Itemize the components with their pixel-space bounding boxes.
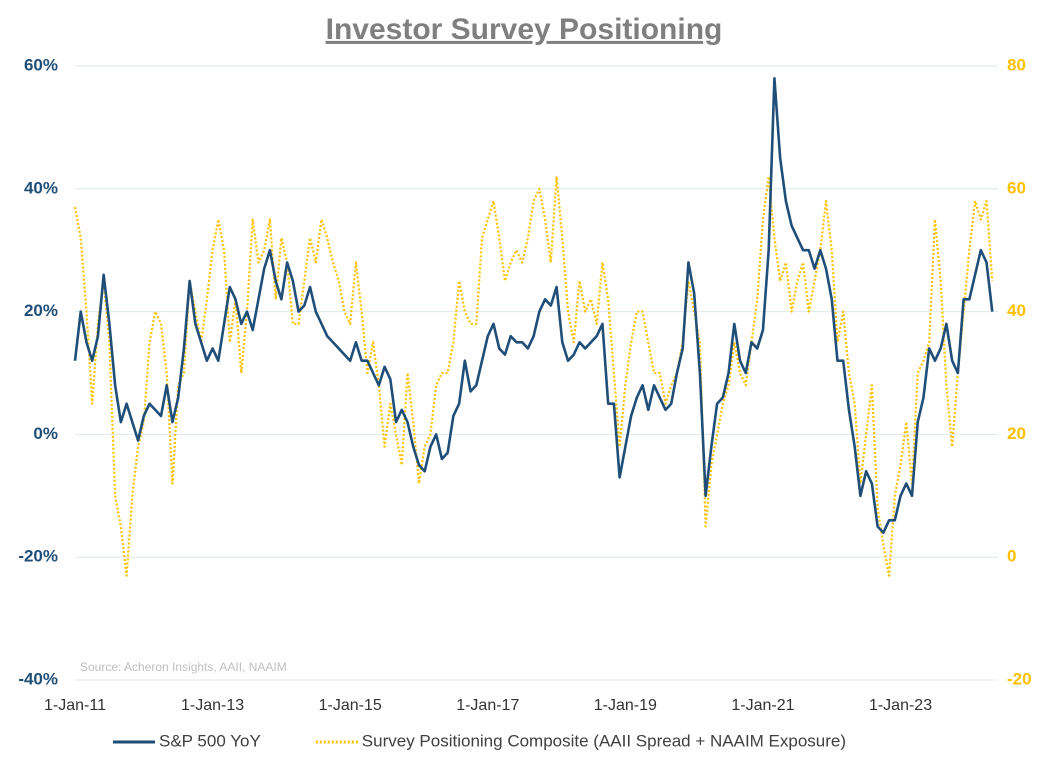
x-tick-label: 1-Jan-13 [181, 697, 244, 714]
y2-tick-label: 40 [1007, 301, 1026, 320]
y2-tick-label: -20 [1007, 669, 1032, 688]
y2-tick-label: 80 [1007, 55, 1026, 74]
legend-label: Survey Positioning Composite (AAII Sprea… [362, 731, 846, 750]
x-tick-label: 1-Jan-11 [44, 697, 106, 714]
source-note: Source: Acheron Insights, AAII, NAAIM [80, 660, 287, 674]
y-tick-label: 0% [33, 424, 58, 443]
x-tick-label: 1-Jan-23 [869, 697, 932, 714]
x-tick-label: 1-Jan-17 [456, 697, 519, 714]
y-tick-label: -40% [18, 669, 58, 688]
series-line [73, 76, 994, 534]
chart-title: Investor Survey Positioning [326, 13, 723, 46]
x-tick-label: 1-Jan-15 [319, 697, 382, 714]
y2-tick-label: 0 [1007, 547, 1016, 566]
y2-tick-label: 20 [1007, 424, 1026, 443]
series-line [73, 175, 994, 577]
y-tick-label: 20% [24, 301, 58, 320]
x-tick-label: 1-Jan-21 [731, 697, 794, 714]
legend-label: S&P 500 YoY [159, 731, 261, 750]
x-tick-label: 1-Jan-19 [594, 697, 657, 714]
y-tick-label: 40% [24, 178, 58, 197]
y-tick-label: 60% [24, 55, 58, 74]
y-tick-label: -20% [18, 547, 58, 566]
y2-tick-label: 60 [1007, 178, 1026, 197]
